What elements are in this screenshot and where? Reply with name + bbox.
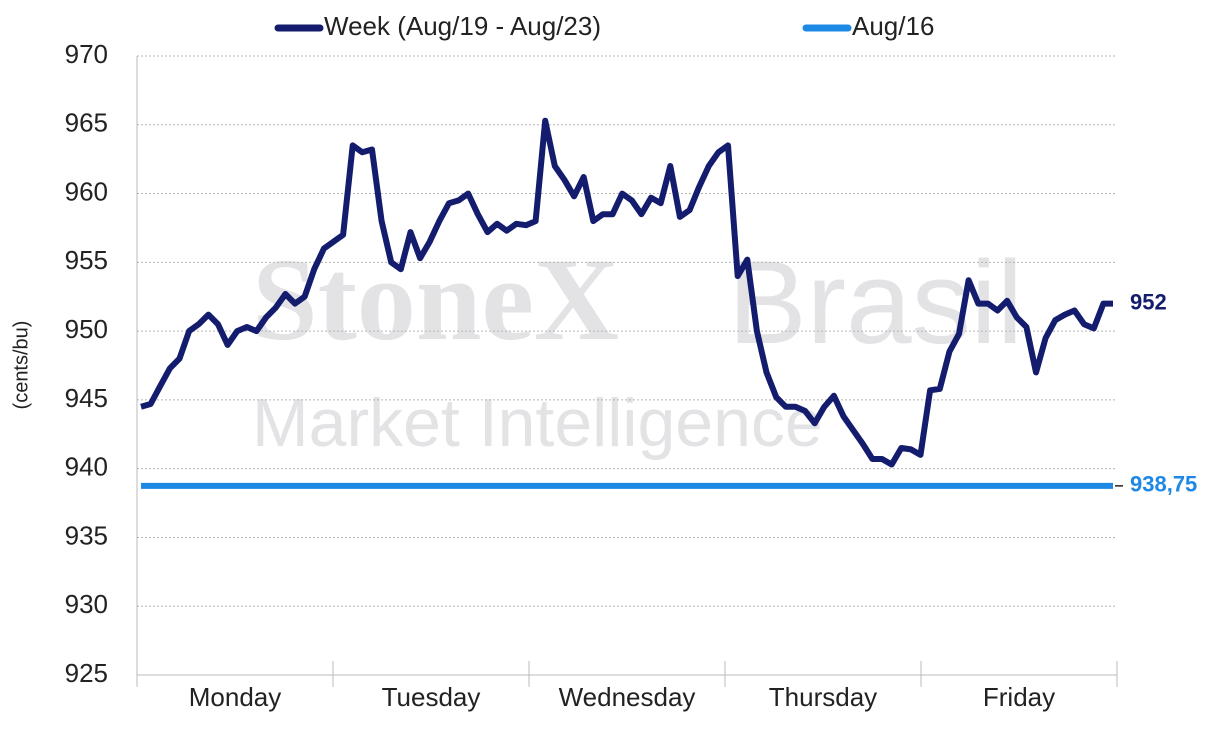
data-label: 952 — [1130, 289, 1167, 314]
x-tick-label: Thursday — [769, 682, 877, 712]
series-line — [140, 117, 1113, 468]
watermark: StoneX Brasil Market Intelligence — [252, 234, 1023, 461]
legend-label: Aug/16 — [852, 11, 934, 41]
y-tick-label: 940 — [65, 452, 108, 482]
data-label: 938,75 — [1130, 472, 1197, 497]
y-tick-label: 925 — [65, 658, 108, 688]
y-tick-label: 930 — [65, 589, 108, 619]
y-tick-label: 950 — [65, 314, 108, 344]
y-tick-label: 935 — [65, 520, 108, 550]
y-tick-label: 945 — [65, 383, 108, 413]
x-tick-label: Wednesday — [559, 682, 696, 712]
y-tick-label: 970 — [65, 39, 108, 69]
y-tick-label: 955 — [65, 245, 108, 275]
y-axis-label: (cents/bu) — [10, 321, 32, 410]
watermark-text: Brasil — [728, 237, 1023, 369]
x-tick-label: Tuesday — [382, 682, 481, 712]
x-tick-label: Monday — [189, 682, 282, 712]
watermark-text: Market Intelligence — [252, 385, 823, 461]
y-tick-label: 965 — [65, 108, 108, 138]
watermark-text: StoneX — [252, 234, 619, 365]
x-tick-label: Friday — [983, 682, 1055, 712]
legend-label: Week (Aug/19 - Aug/23) — [324, 11, 601, 41]
y-tick-label: 960 — [65, 176, 108, 206]
